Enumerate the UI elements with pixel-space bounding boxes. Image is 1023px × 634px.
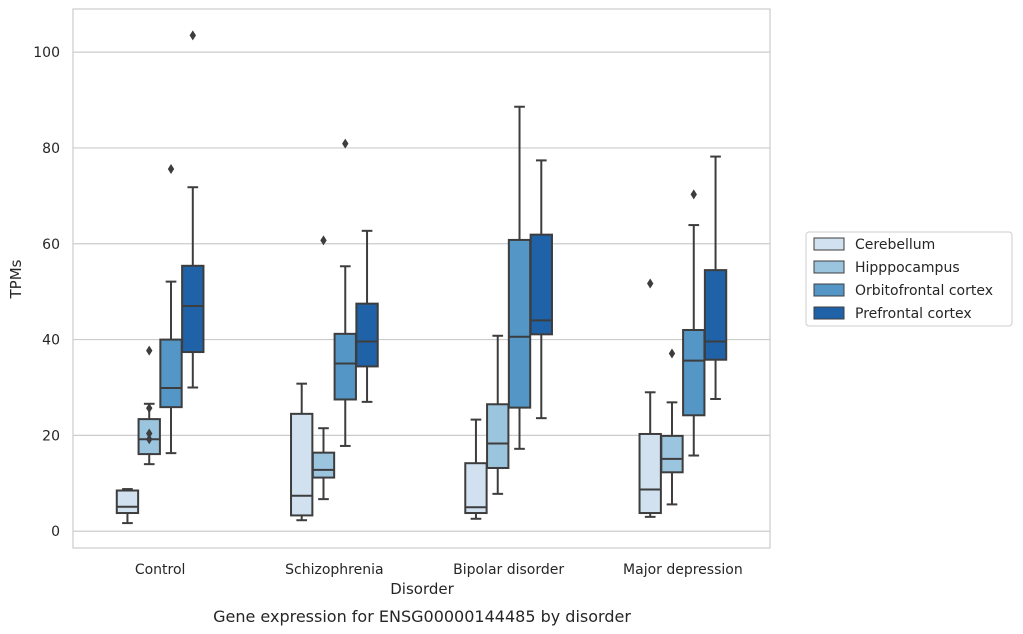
x-tick-labels: Control Schizophrenia Bipolar disorder Majo… [135, 562, 743, 578]
legend-frame [805, 231, 1013, 327]
box-cerebellum [638, 278, 662, 518]
outlier-point [668, 348, 676, 359]
box-body [507, 238, 532, 409]
outlier-point [167, 164, 175, 175]
y-tick-labels: 0 20 40 60 80 100 [33, 45, 60, 540]
box-body [660, 434, 684, 474]
legend-label: Cerebellum [855, 237, 935, 253]
box-body [311, 451, 336, 479]
outlier-point [146, 428, 153, 439]
box-body [115, 489, 140, 515]
box-orbitofrontal-cortex [507, 105, 532, 450]
box-orbitofrontal-cortex [682, 189, 706, 457]
box-hipppocampus [660, 348, 684, 506]
box-cerebellum [115, 488, 140, 525]
x-axis-label: Disorder [390, 580, 454, 598]
outlier-point [189, 30, 196, 41]
y-axis-label: TPMs [7, 259, 25, 299]
box-body [159, 338, 183, 409]
x-tick-label: Control [135, 562, 186, 578]
y-tick-label: 40 [42, 333, 60, 349]
legend-label: Hipppocampus [855, 260, 960, 276]
y-tick-label: 100 [33, 45, 60, 61]
y-tick-label: 80 [42, 141, 60, 157]
box-prefrontal-cortex [355, 229, 379, 403]
legend-label: Orbitofrontal cortex [855, 283, 993, 299]
y-tick-label: 0 [51, 524, 60, 540]
x-tick-label: Major depression [623, 562, 743, 578]
box-body [181, 264, 205, 354]
outlier-point [146, 345, 153, 356]
box-body [703, 269, 728, 361]
box-hipppocampus [311, 235, 336, 501]
legend-swatch [813, 237, 845, 251]
outlier-point [690, 189, 697, 200]
box-body [355, 302, 379, 368]
box-orbitofrontal-cortex [159, 164, 183, 455]
plot-area-frame [72, 8, 771, 549]
box-body [290, 412, 314, 517]
chart-title: Gene expression for ENSG00000144485 by d… [213, 607, 631, 626]
y-tick-label: 60 [42, 237, 60, 253]
box-body [333, 332, 357, 401]
box-cerebellum [464, 418, 488, 520]
x-tick-label: Schizophrenia [285, 562, 383, 578]
box-body [486, 403, 510, 469]
box-hipppocampus [137, 345, 161, 466]
box-prefrontal-cortex [529, 159, 553, 420]
outlier-point [146, 403, 153, 414]
legend-swatch [813, 306, 845, 320]
outlier-point [146, 434, 153, 445]
box-prefrontal-cortex [703, 155, 728, 400]
legend-swatch [813, 283, 845, 297]
box-hipppocampus [486, 334, 510, 495]
y-tick-label: 20 [42, 428, 60, 444]
box-body [638, 432, 662, 515]
x-tick-label: Bipolar disorder [453, 562, 564, 578]
outlier-point [647, 278, 654, 289]
box-prefrontal-cortex [181, 30, 205, 389]
legend-items: Cerebellum Hipppocampus Orbitofrontal cort… [813, 237, 993, 322]
box-cerebellum [290, 382, 314, 522]
box-body [682, 329, 706, 417]
box-body [464, 462, 488, 515]
legend-label: Prefrontal cortex [855, 306, 972, 322]
outlier-point [342, 138, 349, 149]
legend: Cerebellum Hipppocampus Orbitofrontal cort… [805, 231, 1013, 327]
outlier-point [320, 235, 327, 246]
box-orbitofrontal-cortex [333, 138, 357, 447]
box-body [529, 233, 553, 336]
boxes-layer [115, 30, 728, 525]
legend-swatch [813, 260, 845, 274]
